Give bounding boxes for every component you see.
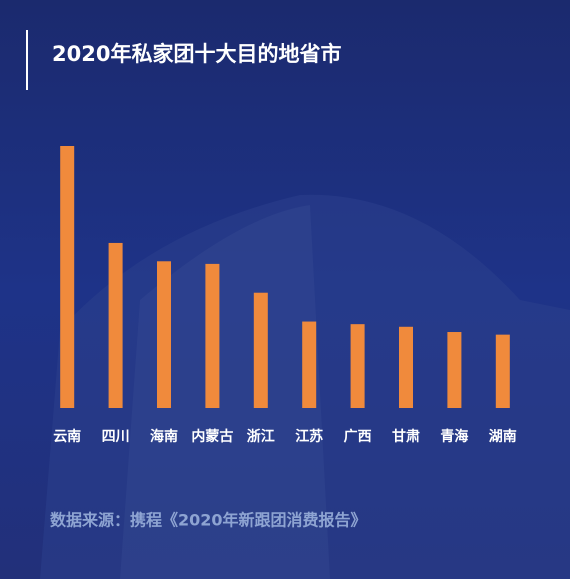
bar bbox=[302, 321, 317, 408]
bar bbox=[350, 324, 365, 408]
bar bbox=[399, 326, 413, 408]
bar bbox=[60, 146, 75, 408]
bar bbox=[205, 263, 220, 408]
x-tick-label: 广西 bbox=[344, 428, 372, 445]
x-tick-label: 云南 bbox=[53, 428, 81, 445]
x-tick-label: 海南 bbox=[150, 428, 178, 445]
x-tick-label: 甘肃 bbox=[392, 428, 420, 445]
x-tick-label: 青海 bbox=[440, 428, 468, 445]
building-silhouette bbox=[120, 205, 330, 579]
bar bbox=[447, 332, 462, 408]
x-tick-label: 江苏 bbox=[295, 428, 323, 445]
x-tick-label: 内蒙古 bbox=[191, 428, 233, 445]
bar bbox=[495, 334, 510, 408]
chart-title: 2020年私家团十大目的地省市 bbox=[52, 42, 341, 66]
bar bbox=[253, 292, 268, 408]
x-tick-label: 浙江 bbox=[247, 428, 275, 445]
x-tick-label: 湖南 bbox=[489, 428, 517, 445]
bar bbox=[108, 242, 123, 408]
source-note: 数据来源：携程《2020年新跟团消费报告》 bbox=[50, 511, 367, 530]
x-tick-label: 四川 bbox=[102, 429, 130, 445]
bar bbox=[157, 261, 171, 408]
